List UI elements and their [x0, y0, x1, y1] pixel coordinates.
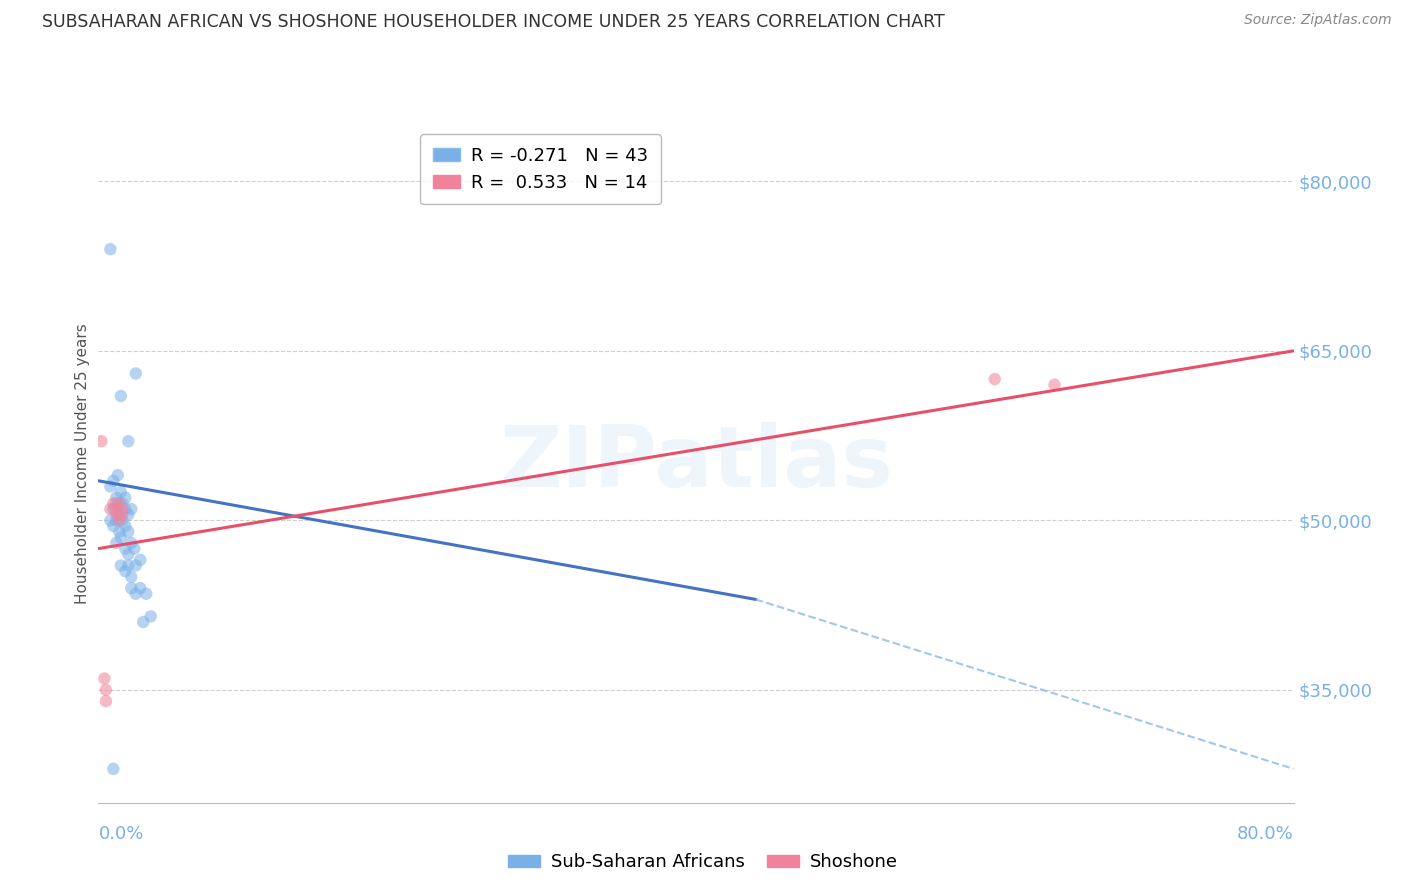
Point — [108, 508, 131, 522]
Point — [110, 389, 132, 403]
Point — [120, 570, 142, 584]
Text: ZIPatlas: ZIPatlas — [499, 422, 893, 506]
Point — [110, 558, 132, 573]
Text: 80.0%: 80.0% — [1237, 825, 1294, 843]
Point — [117, 508, 139, 522]
Point — [111, 502, 134, 516]
Point — [129, 581, 152, 595]
Point — [108, 524, 131, 539]
Point — [120, 536, 142, 550]
Point — [103, 496, 125, 510]
Point — [114, 491, 136, 505]
Point — [105, 502, 128, 516]
Point — [105, 536, 128, 550]
Point — [124, 541, 146, 556]
Point — [117, 547, 139, 561]
Point — [108, 496, 131, 510]
Point — [103, 762, 125, 776]
Point — [1043, 377, 1066, 392]
Point — [107, 468, 129, 483]
Point — [120, 502, 142, 516]
Point — [125, 558, 148, 573]
Point — [111, 508, 134, 522]
Point — [114, 564, 136, 578]
Point — [132, 615, 155, 629]
Point — [94, 682, 117, 697]
Point — [98, 502, 122, 516]
Text: Source: ZipAtlas.com: Source: ZipAtlas.com — [1244, 13, 1392, 28]
Legend: R = -0.271   N = 43, R =  0.533   N = 14: R = -0.271 N = 43, R = 0.533 N = 14 — [420, 134, 661, 204]
Point — [103, 502, 125, 516]
Point — [98, 513, 122, 527]
Y-axis label: Householder Income Under 25 years: Householder Income Under 25 years — [75, 324, 90, 604]
Point — [983, 372, 1005, 386]
Point — [117, 558, 139, 573]
Point — [111, 496, 134, 510]
Point — [110, 485, 132, 500]
Point — [93, 672, 115, 686]
Point — [105, 496, 128, 510]
Point — [125, 587, 148, 601]
Point — [94, 694, 117, 708]
Point — [108, 513, 131, 527]
Point — [114, 541, 136, 556]
Point — [135, 587, 157, 601]
Point — [125, 367, 148, 381]
Point — [117, 434, 139, 449]
Point — [114, 519, 136, 533]
Point — [105, 508, 128, 522]
Text: 0.0%: 0.0% — [98, 825, 143, 843]
Legend: Sub-Saharan Africans, Shoshone: Sub-Saharan Africans, Shoshone — [501, 847, 905, 879]
Point — [117, 524, 139, 539]
Point — [103, 519, 125, 533]
Point — [105, 513, 128, 527]
Point — [139, 609, 162, 624]
Point — [90, 434, 112, 449]
Text: SUBSAHARAN AFRICAN VS SHOSHONE HOUSEHOLDER INCOME UNDER 25 YEARS CORRELATION CHA: SUBSAHARAN AFRICAN VS SHOSHONE HOUSEHOLD… — [42, 13, 945, 31]
Point — [110, 530, 132, 544]
Point — [103, 474, 125, 488]
Point — [114, 502, 136, 516]
Point — [98, 242, 122, 256]
Point — [98, 479, 122, 493]
Point — [111, 513, 134, 527]
Point — [105, 491, 128, 505]
Point — [120, 581, 142, 595]
Point — [129, 553, 152, 567]
